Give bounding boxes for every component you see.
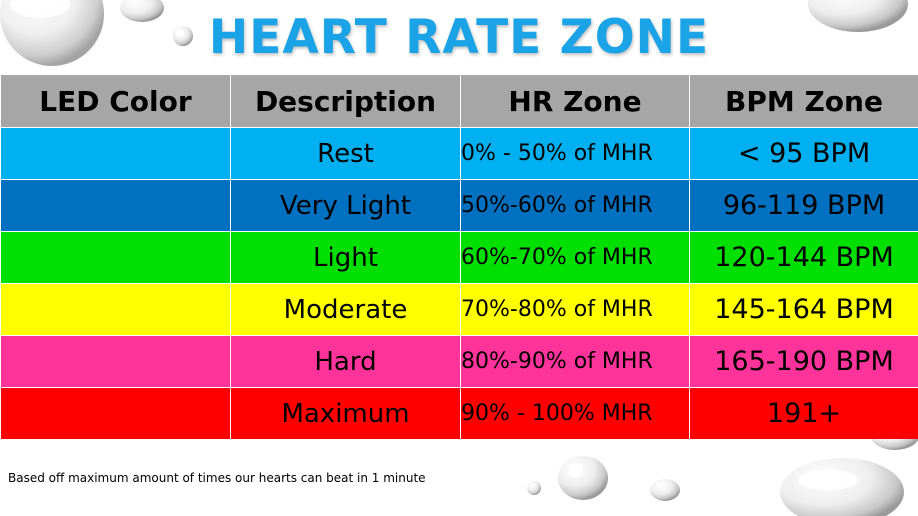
hr-zone-cell: 80%-90% of MHR [460, 335, 690, 388]
heart-rate-table: LED Color Description HR Zone BPM Zone R… [0, 75, 918, 439]
water-drop-icon [780, 458, 904, 516]
water-drop-icon [558, 456, 608, 500]
bpm-zone-cell: 191+ [689, 387, 918, 439]
column-header-description: Description [230, 75, 461, 128]
page-title: HEART RATE ZONE [208, 10, 710, 65]
table-row: Hard 80%-90% of MHR 165-190 BPM [0, 335, 918, 388]
table-row: Light 60%-70% of MHR 120-144 BPM [0, 231, 918, 284]
water-drop-icon [650, 479, 680, 501]
bpm-zone-cell: 145-164 BPM [689, 283, 918, 336]
table-row: Rest 0% - 50% of MHR < 95 BPM [0, 127, 918, 180]
led-color-cell [0, 283, 231, 336]
column-header-bpm-zone: BPM Zone [689, 75, 918, 128]
description-cell: Hard [230, 335, 461, 388]
led-color-cell [0, 127, 231, 180]
bpm-zone-cell: 120-144 BPM [689, 231, 918, 284]
column-header-led-color: LED Color [0, 75, 231, 128]
description-cell: Light [230, 231, 461, 284]
led-color-cell [0, 231, 231, 284]
footnote: Based off maximum amount of times our he… [8, 471, 426, 485]
water-drop-icon [527, 481, 541, 495]
table-row: Very Light 50%-60% of MHR 96-119 BPM [0, 179, 918, 232]
description-cell: Very Light [230, 179, 461, 232]
hr-zone-cell: 90% - 100% MHR [460, 387, 690, 439]
hr-zone-cell: 60%-70% of MHR [460, 231, 690, 284]
column-header-hr-zone: HR Zone [460, 75, 690, 128]
description-cell: Moderate [230, 283, 461, 336]
hr-zone-cell: 0% - 50% of MHR [460, 127, 690, 180]
table-row: Maximum 90% - 100% MHR 191+ [0, 387, 918, 439]
led-color-cell [0, 387, 231, 439]
bpm-zone-cell: 165-190 BPM [689, 335, 918, 388]
table-row: Moderate 70%-80% of MHR 145-164 BPM [0, 283, 918, 336]
table-header-row: LED Color Description HR Zone BPM Zone [0, 75, 918, 128]
description-cell: Maximum [230, 387, 461, 439]
hr-zone-cell: 70%-80% of MHR [460, 283, 690, 336]
hr-zone-cell: 50%-60% of MHR [460, 179, 690, 232]
led-color-cell [0, 179, 231, 232]
bpm-zone-cell: 96-119 BPM [689, 179, 918, 232]
led-color-cell [0, 335, 231, 388]
bpm-zone-cell: < 95 BPM [689, 127, 918, 180]
description-cell: Rest [230, 127, 461, 180]
